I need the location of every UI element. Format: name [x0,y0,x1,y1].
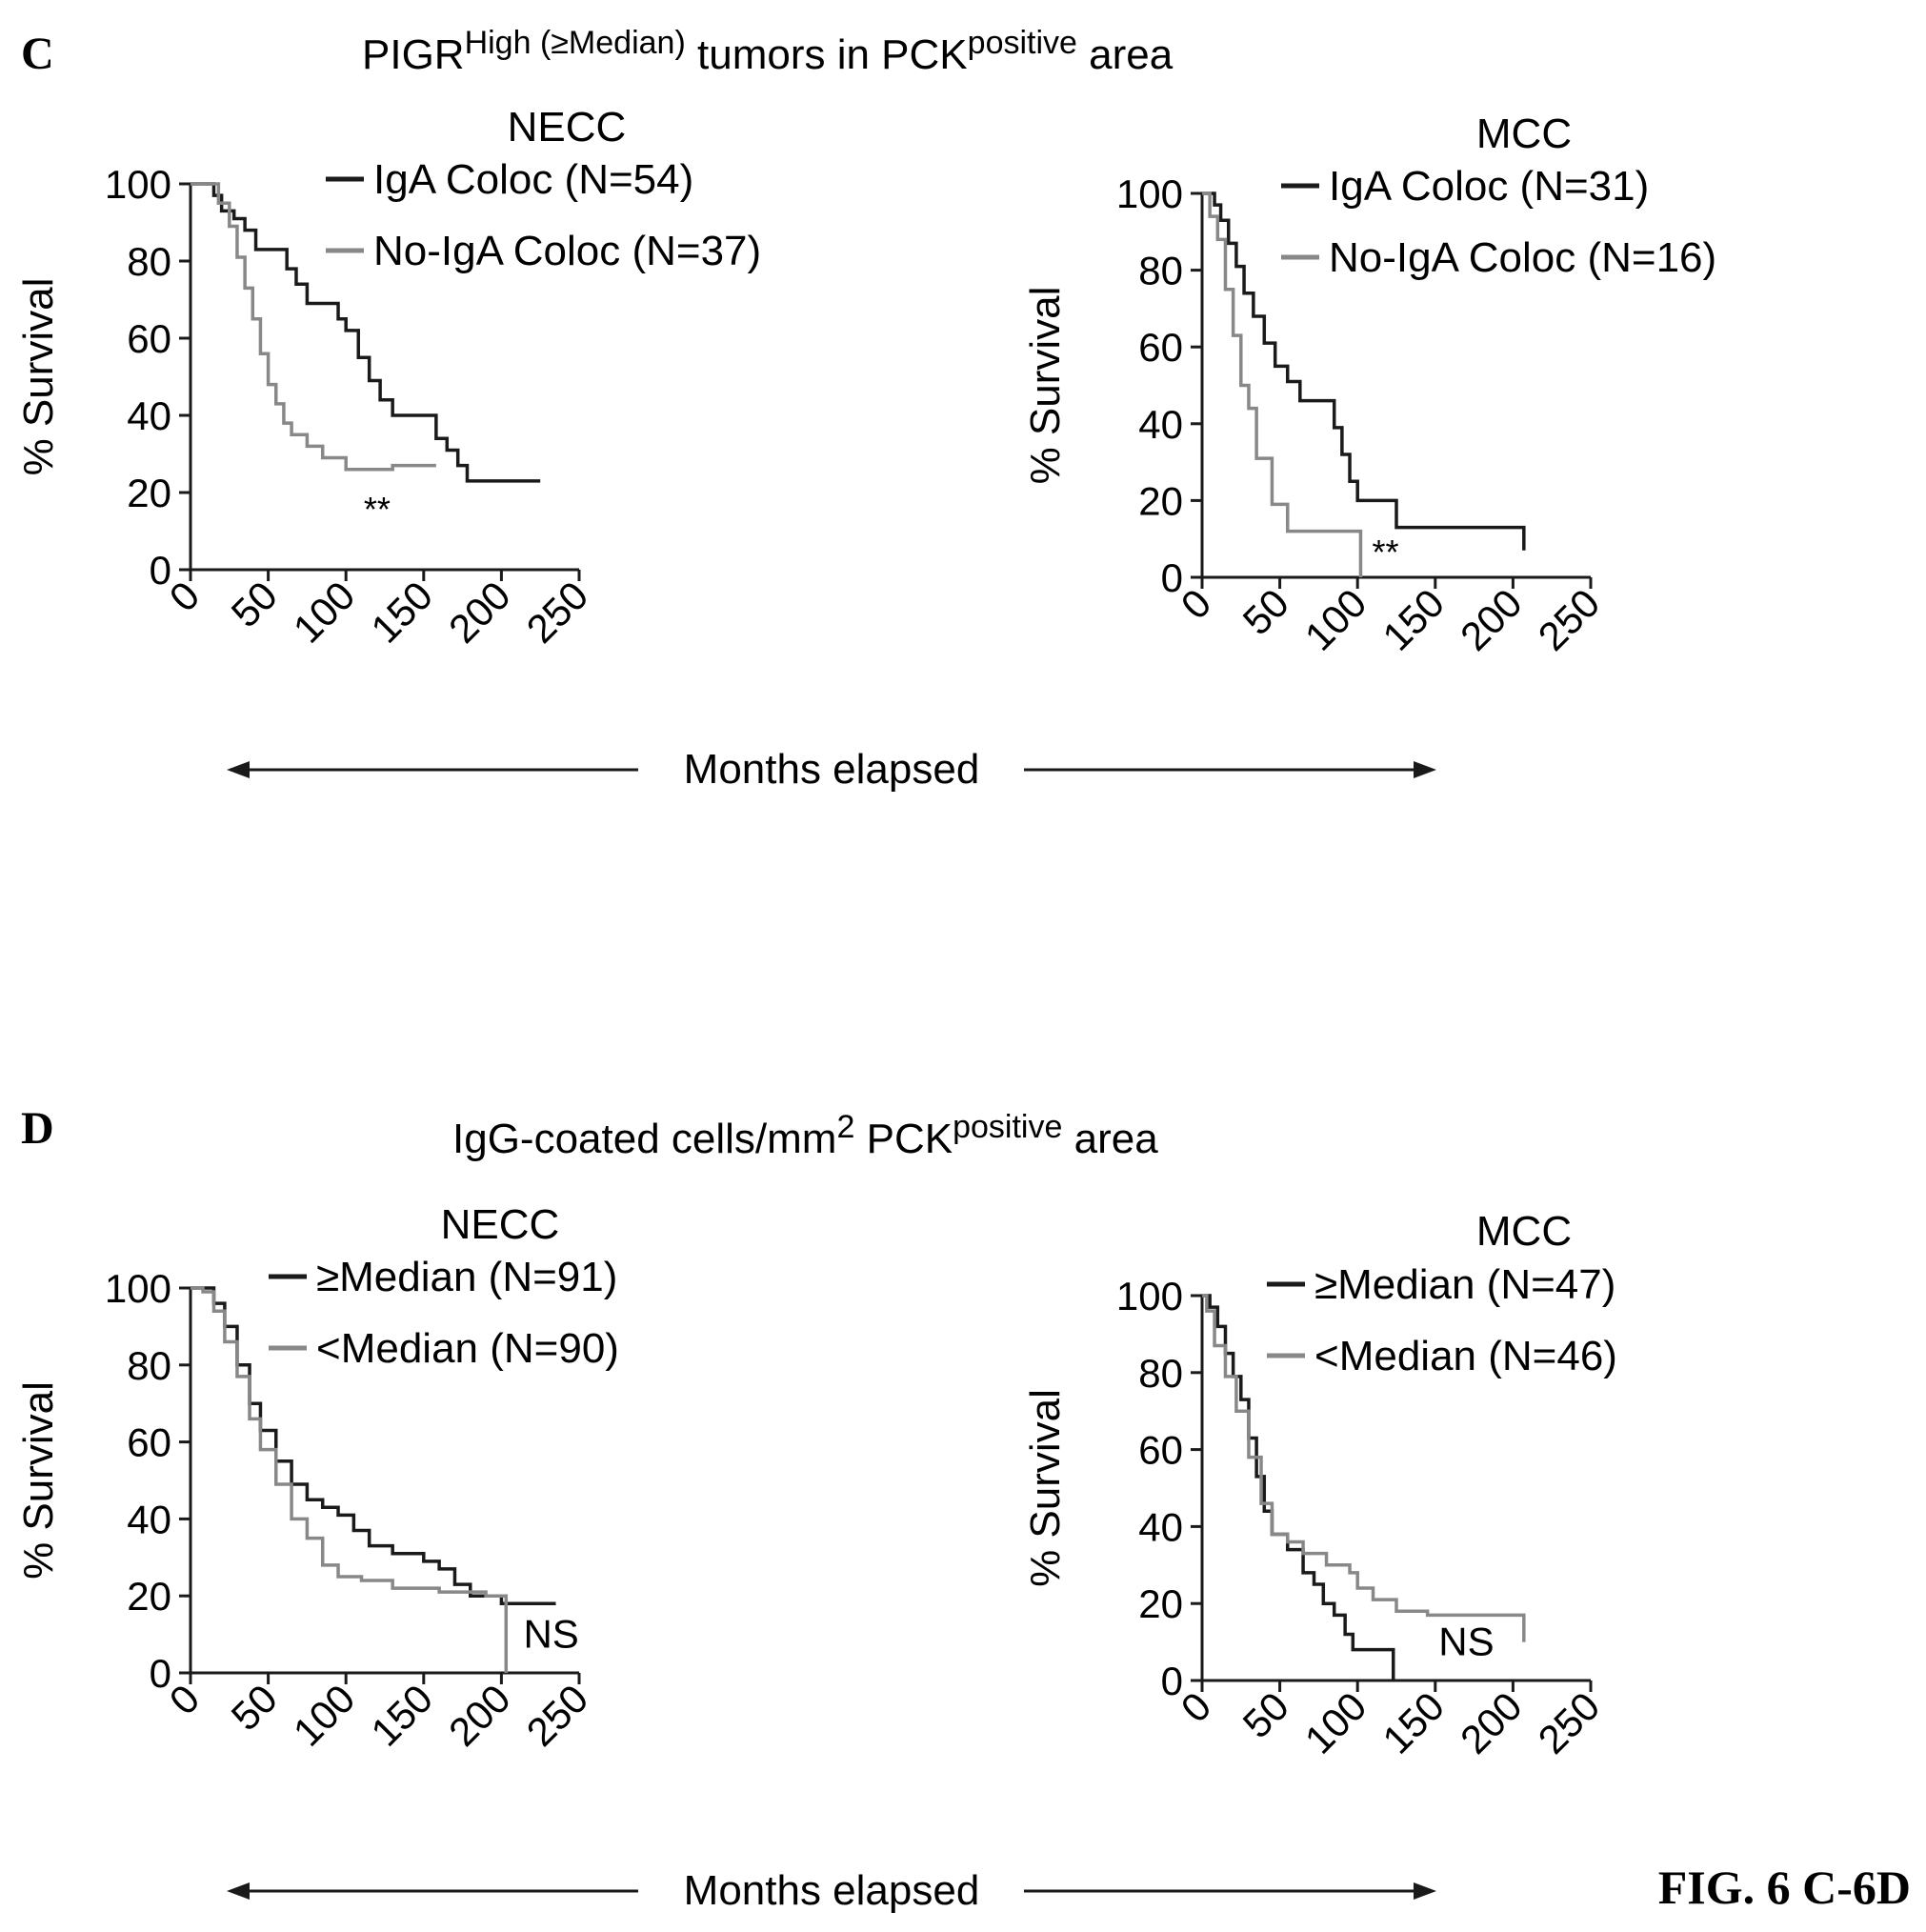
x-tick-label: 200 [440,1676,519,1755]
survival-curve-high [1202,191,1526,551]
survival-curve-low [1202,1294,1526,1642]
panel-letter-c: C [21,29,54,79]
y-tick-label: 100 [1116,1274,1183,1318]
x-tick-label: 100 [285,573,364,652]
y-tick-label: 80 [1138,249,1183,293]
panel-letter-d: D [21,1103,54,1154]
y-tick-label: 60 [127,1420,171,1465]
y-tick-label: 60 [1138,325,1183,370]
legend-entry: <Median (N=90) [316,1325,619,1372]
survival-curve-low [191,1286,509,1673]
xlabel-months-elapsed: Months elapsed [684,746,980,793]
plot-subtitle: MCC [1476,111,1572,157]
x-tick-label: 250 [1530,1683,1609,1762]
y-tick-label: 20 [127,1574,171,1619]
y-axis-label: % Survival [1022,287,1069,485]
y-tick-label: 60 [127,316,171,361]
panel-c-title: PIGRHigh (≥Median) tumors in PCKpositive… [362,25,1174,78]
x-tick-label: 50 [1234,1683,1297,1746]
y-tick-label: 100 [105,162,171,207]
x-tick-label: 150 [1374,580,1453,659]
x-tick-label: 200 [1452,580,1531,659]
x-tick-label: 200 [1452,1683,1531,1762]
legend-entry: IgA Coloc (N=54) [373,156,693,203]
significance-annotation: ** [1373,533,1399,572]
x-tick-label: 250 [518,573,597,652]
y-tick-label: 20 [1138,478,1183,523]
x-tick-label: 50 [223,1676,286,1739]
significance-annotation: NS [1438,1620,1494,1664]
x-tick-label: 100 [1296,1683,1375,1762]
y-tick-label: 0 [1161,1659,1183,1703]
x-tick-label: 250 [1530,580,1609,659]
y-tick-label: 40 [1138,1504,1183,1549]
y-tick-label: 100 [1116,171,1183,216]
x-tick-label: 150 [362,573,441,652]
legend-entry: <Median (N=46) [1314,1333,1617,1379]
survival-curve-low [1202,191,1363,577]
shared-xlabel-c: Months elapsed [227,746,1436,793]
y-tick-label: 80 [127,1343,171,1388]
shared-xlabel-d: Months elapsed [227,1867,1436,1914]
x-tick-label: 150 [1374,1683,1453,1762]
survival-curve-low [191,182,436,472]
x-tick-label: 150 [362,1676,441,1755]
significance-annotation: NS [523,1612,578,1657]
xlabel-months-elapsed: Months elapsed [684,1867,980,1914]
legend-entry: No-IgA Coloc (N=16) [1329,234,1716,281]
x-tick-label: 100 [1296,580,1375,659]
y-tick-label: 100 [105,1266,171,1311]
y-tick-label: 0 [150,548,171,593]
y-tick-label: 60 [1138,1428,1183,1473]
x-tick-label: 200 [440,573,519,652]
legend-entry: No-IgA Coloc (N=37) [373,228,761,274]
x-tick-label: 100 [285,1676,364,1755]
y-tick-label: 80 [1138,1351,1183,1396]
y-axis-label: % Survival [15,278,62,476]
panel-d-title: IgG-coated cells/mm2 PCKpositive area [452,1109,1158,1162]
y-tick-label: 40 [127,1497,171,1541]
y-tick-label: 0 [1161,555,1183,600]
y-tick-label: 20 [127,471,171,515]
x-tick-label: 250 [518,1676,597,1755]
y-tick-label: 40 [1138,402,1183,447]
plot-subtitle: NECC [441,1201,560,1248]
y-axis-label: % Survival [15,1381,62,1580]
figure-label: FIG. 6 C-6D [1658,1861,1911,1914]
x-tick-label: 50 [1234,580,1297,643]
y-tick-label: 80 [127,239,171,284]
legend-entry: ≥Median (N=47) [1314,1261,1615,1308]
y-tick-label: 40 [127,393,171,438]
plot-subtitle: NECC [508,104,627,151]
plot-subtitle: MCC [1476,1208,1572,1255]
significance-annotation: ** [364,490,391,529]
legend-entry: ≥Median (N=91) [316,1254,617,1300]
y-tick-label: 0 [150,1651,171,1696]
y-axis-label: % Survival [1022,1389,1069,1587]
legend-entry: IgA Coloc (N=31) [1329,163,1649,210]
survival-curve-high [191,182,541,483]
x-tick-label: 50 [223,573,286,635]
y-tick-label: 20 [1138,1581,1183,1626]
